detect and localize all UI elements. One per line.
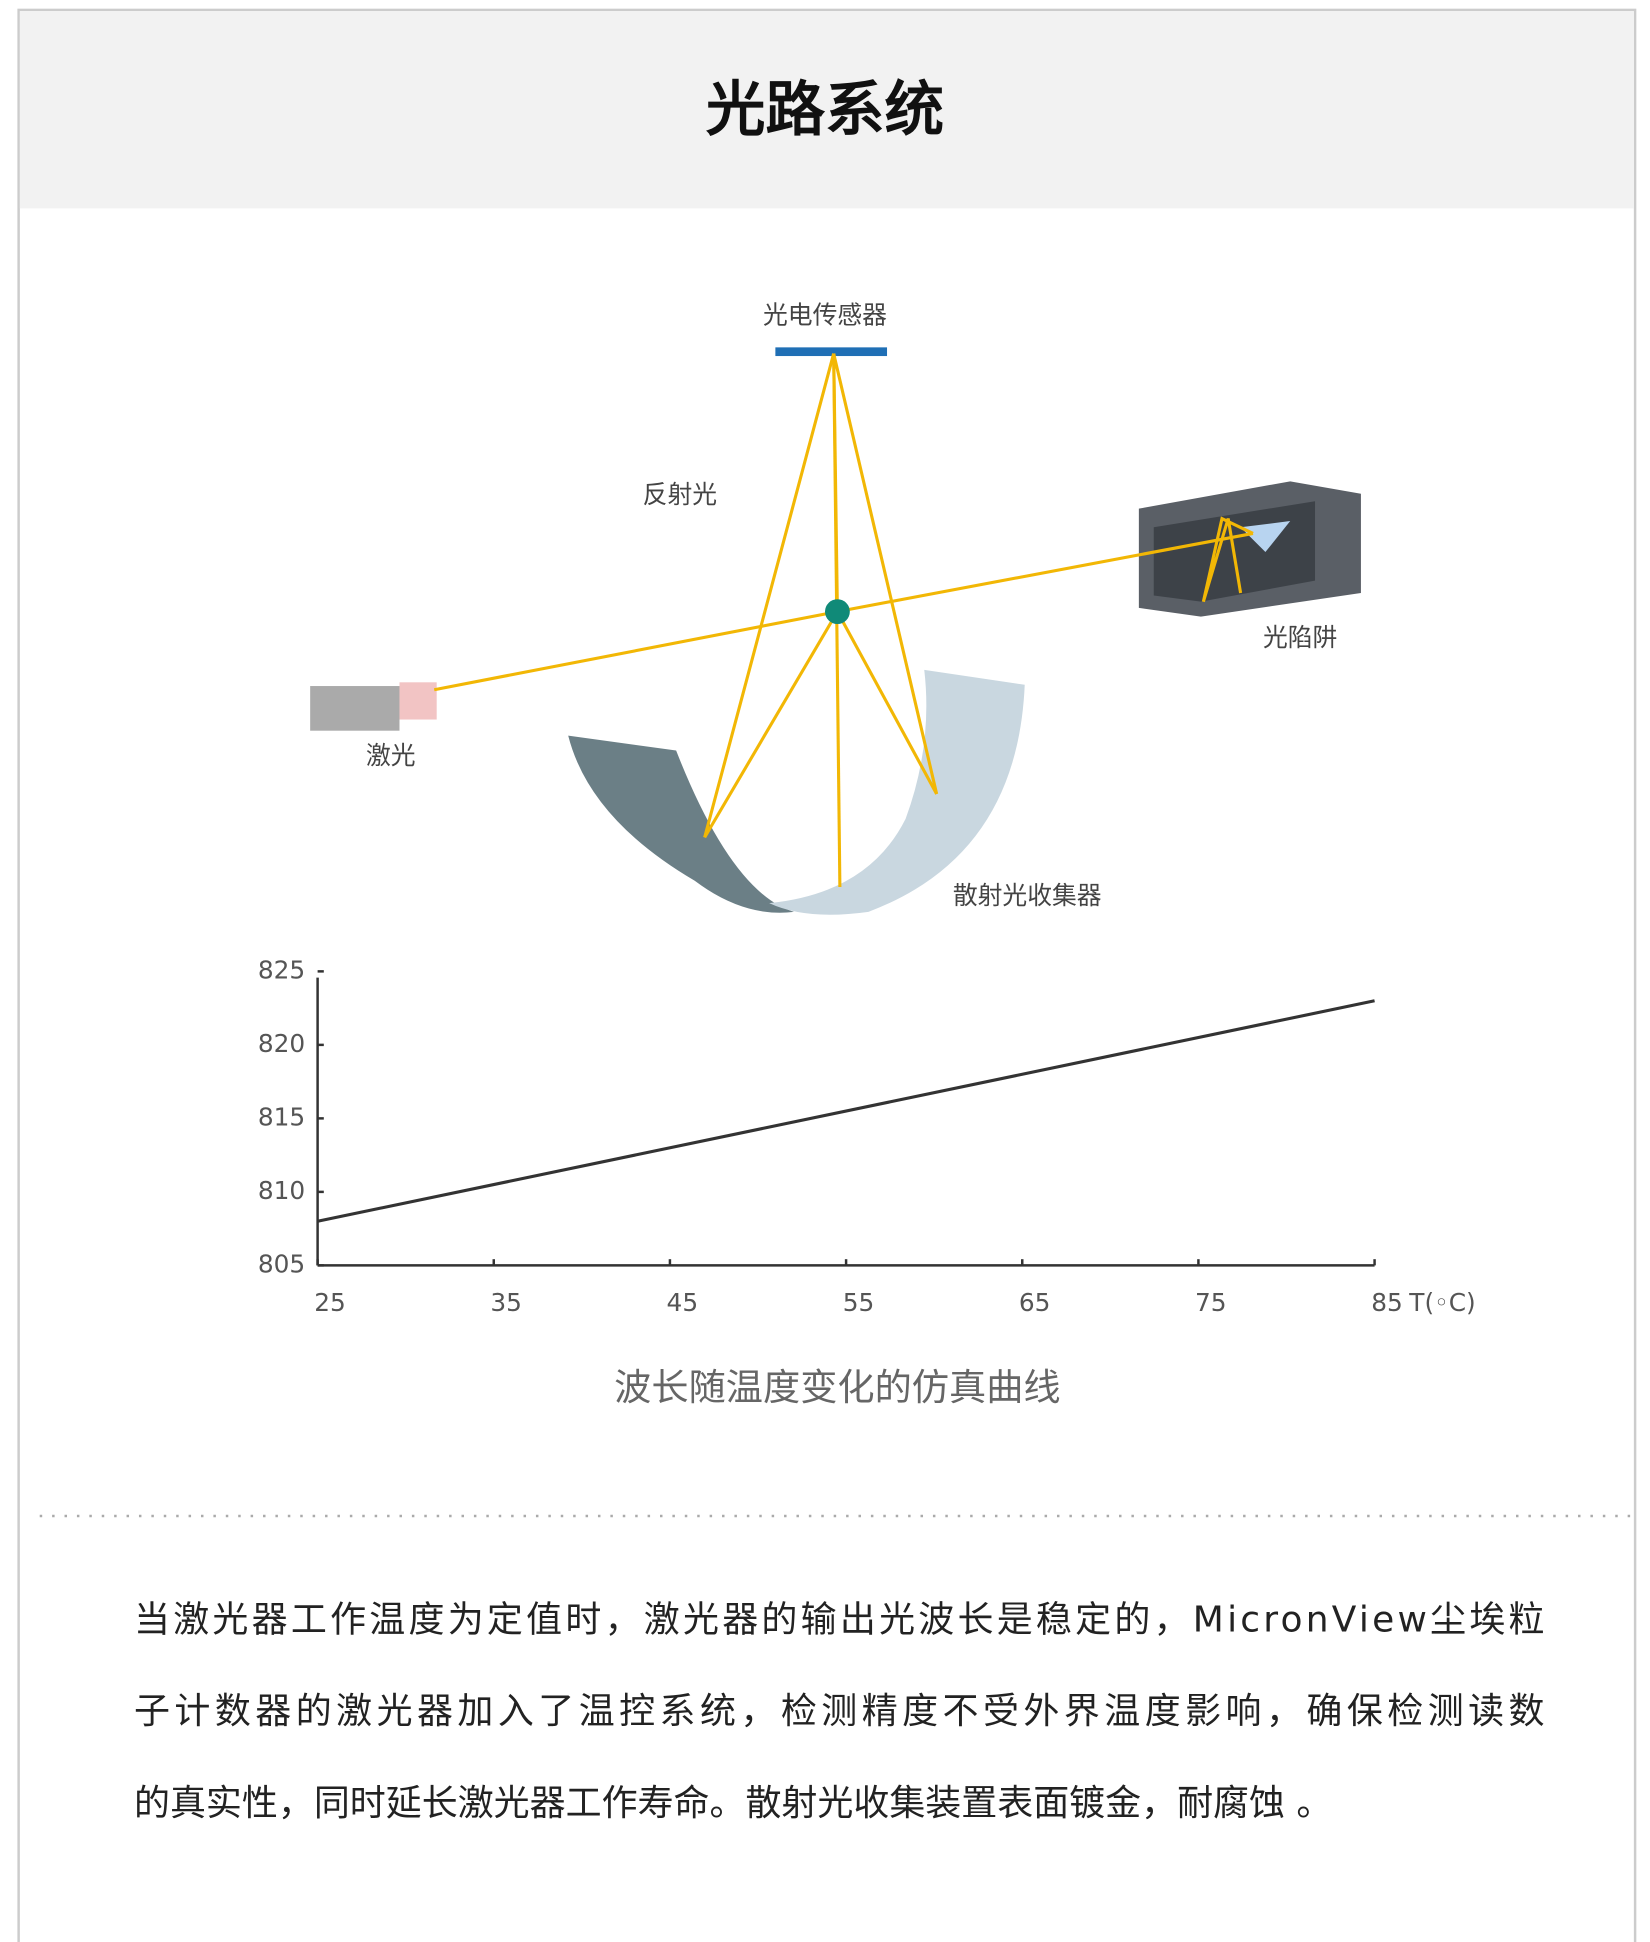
sensor-label: 光电传感器 — [763, 300, 887, 329]
sensor-plate — [775, 347, 888, 357]
title: 光路系统 — [706, 76, 944, 145]
chart-caption: 波长随温度变化的仿真曲线 — [614, 1365, 1060, 1409]
laser-body — [310, 686, 400, 731]
x-tick-label: 45 — [667, 1288, 699, 1317]
chart: 805 810 815 820 825 25 35 45 55 65 75 85 T(◦C) 波长随温度变… — [258, 955, 1476, 1409]
y-tick-label: 820 — [258, 1029, 305, 1058]
y-tick-label: 805 — [258, 1249, 305, 1278]
x-tick-label: 75 — [1195, 1288, 1227, 1317]
particle — [825, 599, 850, 625]
collector-inner — [568, 735, 794, 913]
rays — [433, 353, 1254, 888]
collector-outer — [769, 669, 1025, 915]
data-line — [317, 999, 1375, 1223]
x-tick-label: 25 — [314, 1288, 346, 1317]
header-bg — [19, 11, 1634, 209]
y-tick-label: 815 — [258, 1102, 305, 1131]
y-tick-label: 825 — [258, 955, 305, 984]
laser-glow — [399, 682, 437, 720]
x-tick-label: 55 — [843, 1288, 875, 1317]
paragraph-line: 当激光器工作温度为定值时，激光器的输出光波长是稳定的，MicronView尘埃粒 — [134, 1599, 1545, 1640]
laser-label: 激光 — [366, 741, 416, 770]
y-tick-label: 810 — [258, 1176, 305, 1205]
reflected-label: 反射光 — [643, 480, 717, 509]
x-axis-label: T(◦C) — [1408, 1288, 1475, 1317]
x-tick-label: 35 — [490, 1288, 522, 1317]
diagram: 光电传感器 反射光 光陷阱 激光 散射光收集器 — [310, 300, 1361, 915]
paragraph-line: 的真实性，同时延长激光器工作寿命。散射光收集装置表面镀金，耐腐蚀 。 — [134, 1783, 1332, 1824]
paragraph: 当激光器工作温度为定值时，激光器的输出光波长是稳定的，MicronView尘埃粒… — [134, 1599, 1545, 1824]
collector-label: 散射光收集器 — [953, 881, 1102, 910]
x-tick-label: 65 — [1019, 1288, 1051, 1317]
trap-label: 光陷阱 — [1263, 623, 1337, 652]
card — [17, 8, 1637, 1942]
trap-mirror — [1240, 521, 1291, 553]
paragraph-line: 子计数器的激光器加入了温控系统，检测精度不受外界温度影响，确保检测读数 — [134, 1691, 1545, 1732]
x-tick-label: 85 — [1371, 1288, 1403, 1317]
